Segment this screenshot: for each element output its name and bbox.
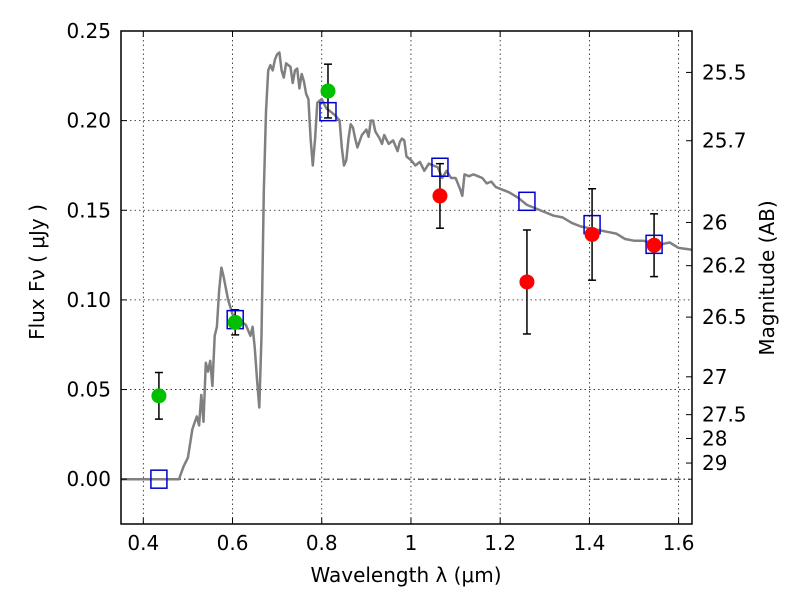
x-tick-label: 1.4 [573,531,605,555]
right-tick-label: 26.2 [702,254,747,278]
sed-curve [121,51,693,481]
right-tick-label: 25.7 [702,129,747,153]
photometry-point [227,314,243,330]
y-tick-label: 0.10 [66,288,111,312]
plot-frame [120,30,693,525]
x-tick-label: 0.4 [127,531,159,555]
model-sed-line [121,51,693,481]
photometry-point [584,226,600,242]
y-tick-label: 0.15 [66,198,111,222]
photometry-point [320,83,336,99]
x-tick-label: 1 [405,531,418,555]
y-tick-label: 0.00 [66,467,111,491]
y-axis-label: Flux Fν ( μJy ) [25,204,49,340]
x-tick-label: 1.2 [484,531,516,555]
model-square-marker [150,469,168,489]
tick-labels: 0.4 0.6 0.8 1 1.2 1.4 1.6 0.00 0.05 0.10 0.15 0.20 0… [66,19,746,555]
right-tick-label: 28 [702,426,727,450]
right-tick-label: 25.5 [702,60,747,84]
model-square-marker [518,191,536,212]
photometry-point [519,274,535,290]
right-tick-label: 26 [702,210,727,234]
model-square-marker [645,234,663,255]
photometry-point [646,237,662,253]
right-axis-label: Magnitude (AB) [755,200,779,355]
right-tick-label: 27 [702,365,727,389]
y-tick-label: 0.25 [66,19,111,43]
right-tick-label: 26.5 [702,305,747,329]
right-tick-label: 27.5 [702,403,747,427]
model-square-marker [319,101,337,122]
error-bars [154,63,659,420]
markers [150,83,663,489]
y-tick-label: 0.20 [66,109,111,133]
axis-ticks [121,30,692,524]
photometry-point [432,188,448,204]
x-tick-label: 1.6 [663,531,695,555]
grid [121,30,692,524]
model-square-marker [431,157,449,177]
x-axis-label: Wavelength λ (μm) [310,563,501,587]
right-tick-label: 29 [702,451,727,475]
x-tick-label: 0.8 [306,531,338,555]
photometry-point [151,388,167,404]
y-tick-label: 0.05 [66,378,111,402]
x-tick-label: 0.6 [217,531,249,555]
